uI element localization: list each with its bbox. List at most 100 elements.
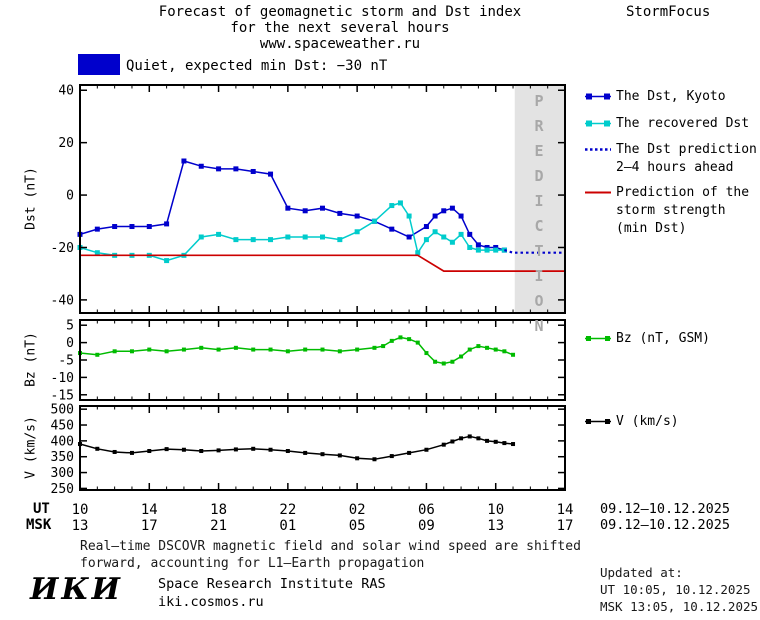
data-point xyxy=(198,234,204,240)
updated-label: Updated at: xyxy=(600,565,683,580)
legend-label-storm-strength: Prediction of the storm strength (min Ds… xyxy=(616,184,749,238)
data-point xyxy=(250,237,256,243)
data-point xyxy=(501,247,507,253)
data-point xyxy=(433,359,438,364)
hour-tick-label: 09 xyxy=(418,518,435,534)
data-point xyxy=(467,347,472,352)
hour-tick-label: 10 xyxy=(72,502,89,518)
data-point xyxy=(95,446,100,451)
legend-item-bz: Bz (nT, GSM) xyxy=(585,330,710,348)
data-point xyxy=(476,436,481,441)
data-point xyxy=(251,446,256,451)
legend-item-recovered-dst: The recovered Dst xyxy=(585,115,749,133)
hour-tick-label: 14 xyxy=(141,502,158,518)
plot-frame xyxy=(79,84,566,314)
v-marker-icon xyxy=(585,419,611,424)
data-point xyxy=(147,347,152,352)
data-point xyxy=(371,218,377,224)
data-point xyxy=(423,224,429,230)
data-point xyxy=(450,359,455,364)
hour-tick-label: 17 xyxy=(141,518,158,534)
footer-note-line-2: forward, accounting for L1–Earth propaga… xyxy=(80,556,425,571)
legend-item-storm-strength: Prediction of the storm strength (min Ds… xyxy=(585,184,749,238)
status-color-box xyxy=(78,54,120,75)
data-point xyxy=(424,447,429,452)
y-tick-label: 500 xyxy=(51,403,74,418)
series-v xyxy=(79,435,514,461)
data-point xyxy=(389,226,395,232)
data-point xyxy=(320,234,325,240)
data-point xyxy=(250,168,256,174)
legend-label-dst-kyoto: The Dst, Kyoto xyxy=(616,89,726,104)
prediction-band-label: PREDICTION xyxy=(530,92,548,342)
data-point xyxy=(467,231,473,237)
data-point xyxy=(502,441,507,446)
data-point xyxy=(285,205,291,211)
plot-frame xyxy=(79,319,566,401)
data-point xyxy=(355,347,360,352)
ut-daterange: 09.12–10.12.2025 xyxy=(600,501,731,517)
hour-tick-label: 10 xyxy=(487,502,504,518)
y-tick-label: 350 xyxy=(51,450,74,465)
data-point xyxy=(441,208,447,214)
data-point xyxy=(285,449,290,454)
legend-label-recovered-dst: The recovered Dst xyxy=(616,116,750,131)
data-point xyxy=(112,349,117,354)
data-point xyxy=(337,210,343,216)
data-point xyxy=(389,338,394,343)
y-tick-label: -20 xyxy=(51,241,74,256)
series-dst-prediction xyxy=(504,249,565,254)
prediction-band xyxy=(514,85,565,313)
y-tick-label: 0 xyxy=(66,336,74,351)
storm-strength-marker-icon xyxy=(585,191,611,194)
msk-daterange: 09.12–10.12.2025 xyxy=(600,517,731,533)
hour-tick-label: 01 xyxy=(279,518,296,534)
data-point xyxy=(493,439,498,444)
data-point xyxy=(397,200,403,206)
data-point xyxy=(181,158,187,164)
title-line-2: for the next several hours xyxy=(230,20,450,36)
y-tick-label: 300 xyxy=(51,466,74,481)
data-point xyxy=(458,213,464,219)
data-point xyxy=(181,347,186,352)
data-point xyxy=(320,205,325,211)
data-point xyxy=(268,237,274,243)
data-point xyxy=(389,454,394,459)
y-tick-label: 450 xyxy=(51,419,74,434)
data-point xyxy=(94,250,100,256)
data-point xyxy=(484,244,490,250)
institute-name: Space Research Institute RAS xyxy=(158,576,386,592)
updated-msk: MSK 13:05, 10.12.2025 xyxy=(600,599,759,614)
footer-note-line-1: Real–time DSCOVR magnetic field and sola… xyxy=(80,539,581,554)
data-point xyxy=(216,231,222,237)
legend-label-bz: Bz (nT, GSM) xyxy=(616,331,710,346)
data-point xyxy=(484,247,490,253)
hour-tick-label: 14 xyxy=(557,502,574,518)
data-point xyxy=(476,344,481,349)
data-point xyxy=(432,213,438,219)
data-point xyxy=(355,456,360,461)
series-storm-strength xyxy=(80,254,565,272)
data-point xyxy=(164,258,170,264)
data-point xyxy=(475,242,481,248)
legend-label-line: The Dst prediction xyxy=(616,142,757,157)
data-point xyxy=(268,447,273,452)
data-point xyxy=(251,347,256,352)
data-point xyxy=(95,352,100,357)
legend-item-v: V (km/s) xyxy=(585,413,679,431)
data-point xyxy=(268,171,274,177)
y-tick-label: -5 xyxy=(58,354,74,369)
marker-square xyxy=(586,120,592,127)
y-tick-label: 0 xyxy=(66,189,74,204)
data-point xyxy=(285,349,290,354)
iki-logo: ИКИ xyxy=(30,572,123,607)
data-point xyxy=(337,349,342,354)
footer-note: Real–time DSCOVR magnetic field and sola… xyxy=(80,538,581,572)
hour-tick-label: 13 xyxy=(487,518,504,534)
data-point xyxy=(320,347,325,352)
ut-axis-caption: UT xyxy=(33,501,50,517)
data-point xyxy=(354,213,360,219)
data-point xyxy=(502,349,507,354)
data-point xyxy=(94,226,100,232)
